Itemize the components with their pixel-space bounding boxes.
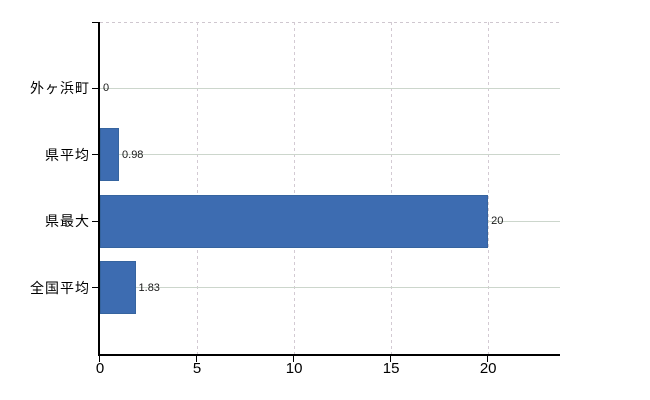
horizontal-gridline [100,287,560,289]
plot-area: 0 0.98 20 1.83 [100,22,560,354]
category-label: 全国平均 [30,279,90,296]
vertical-gridline [487,22,489,354]
horizontal-gridline [100,87,560,89]
x-axis-tick [99,356,100,362]
y-axis-tick [92,287,98,289]
bar [100,128,120,182]
category-label: 県最大 [45,213,90,230]
value-label: 1.83 [138,281,160,294]
value-label: 0 [103,82,110,95]
x-tick-label: 10 [285,360,303,377]
x-axis-tick [390,356,392,362]
value-label: 0.98 [122,148,144,161]
category-label: 外ヶ浜町 [30,80,90,97]
x-axis-tick [196,356,198,362]
x-tick-label: 0 [95,360,105,377]
bar [100,261,136,315]
x-axis-tick [487,356,489,362]
y-axis-tick [92,87,98,89]
y-axis-tick [92,154,98,156]
y-axis-tick [92,220,98,222]
value-label: 20 [491,215,504,228]
vertical-gridline [196,22,198,354]
vertical-gridline [390,22,392,354]
category-label: 県平均 [45,146,90,163]
vertical-gridline [293,22,295,354]
x-tick-label: 20 [479,360,497,377]
x-axis-tick [293,356,295,362]
plot-top-border [100,22,560,23]
y-axis-line [98,22,100,356]
horizontal-gridline [100,154,560,156]
x-axis-line [98,354,560,356]
bar [100,194,489,248]
x-tick-label: 5 [192,360,202,377]
y-axis-end-tick [92,22,98,23]
x-tick-label: 15 [382,360,400,377]
